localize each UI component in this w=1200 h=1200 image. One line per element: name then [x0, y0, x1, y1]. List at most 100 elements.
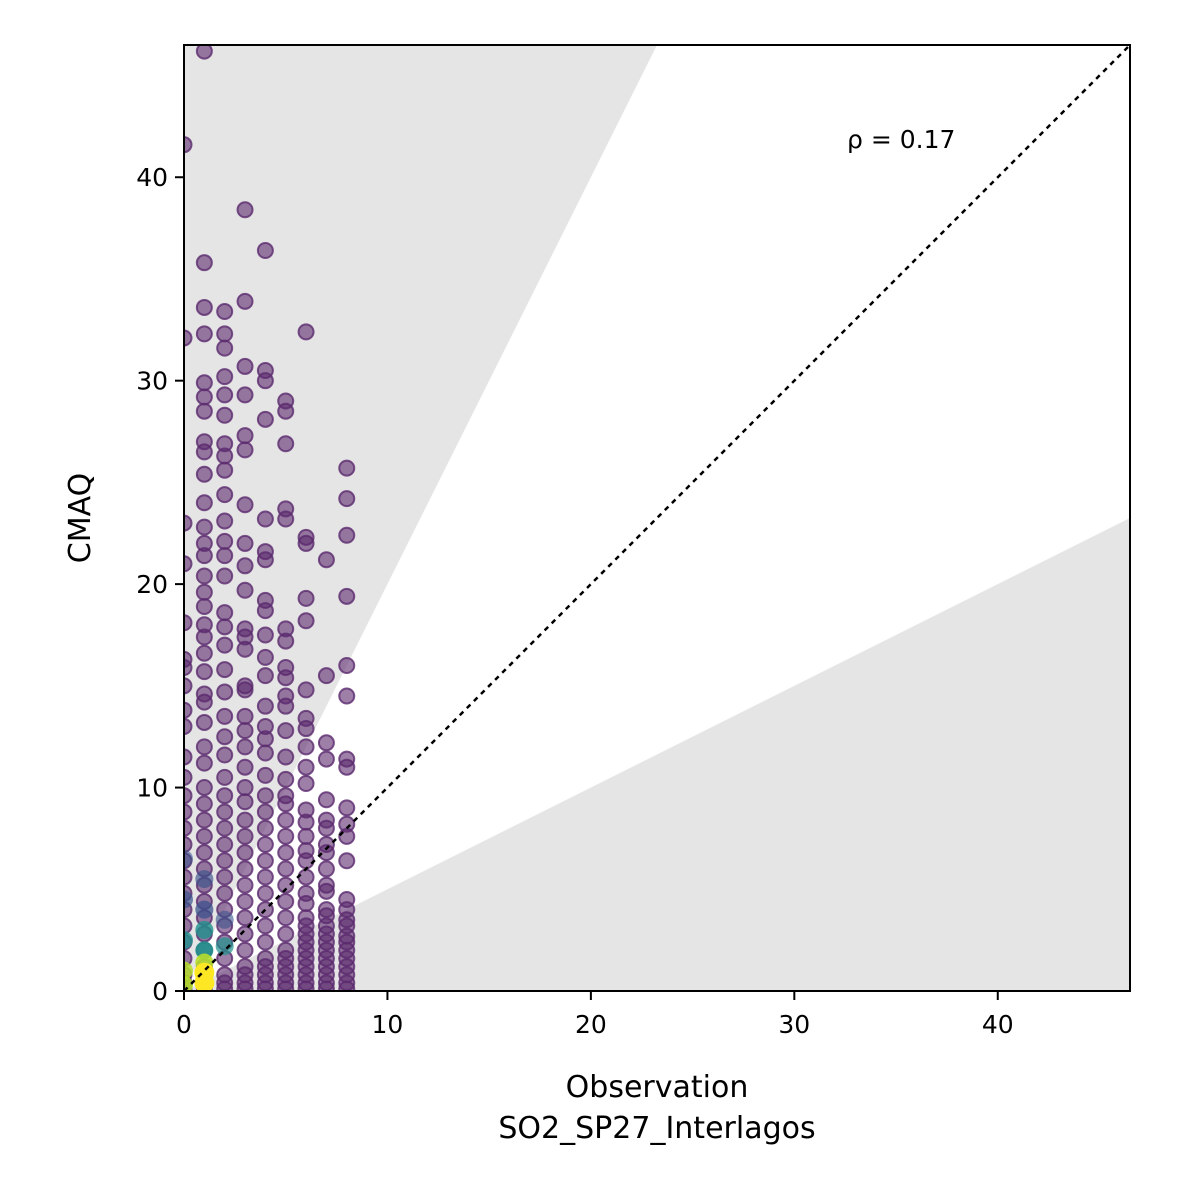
one-to-one-line: [184, 45, 1130, 991]
scatter-point: [195, 388, 213, 406]
scatter-point: [256, 697, 274, 715]
x-tick-label: 10: [372, 1010, 404, 1039]
scatter-point: [195, 494, 213, 512]
density-point: [184, 961, 193, 980]
scatter-point: [184, 917, 193, 935]
scatter-point: [184, 136, 193, 154]
density-point: [195, 870, 214, 889]
density-point: [184, 931, 193, 950]
shade-upper: [184, 45, 657, 991]
scatter-point: [236, 534, 254, 552]
scatter-point: [216, 618, 234, 636]
scatter-point: [236, 779, 254, 797]
scatter-point: [195, 583, 213, 601]
scatter-point: [195, 628, 213, 646]
scatter-point: [216, 803, 234, 821]
scatter-point: [277, 876, 295, 894]
scatter-point: [256, 917, 274, 935]
scatter-point: [256, 410, 274, 428]
scatter-point: [338, 587, 356, 605]
scatter-point: [184, 768, 193, 786]
scatter-point: [256, 667, 274, 685]
scatter-point: [236, 876, 254, 894]
scatter-point: [297, 681, 315, 699]
scatter-point: [236, 909, 254, 927]
scatter-point: [184, 329, 193, 347]
density-point: [184, 849, 193, 868]
plot-frame: [183, 44, 1131, 992]
scatter-point: [236, 707, 254, 725]
scatter-point: [216, 386, 234, 404]
scatter-point: [236, 441, 254, 459]
scatter-point: [297, 612, 315, 630]
scatter-point: [338, 687, 356, 705]
scatter-point: [216, 868, 234, 886]
scatter-point: [184, 614, 193, 632]
scatter-point: [216, 406, 234, 424]
scatter-point: [216, 604, 234, 622]
scatter-point: [297, 868, 315, 886]
scatter-point: [277, 925, 295, 943]
scatter-point: [195, 374, 213, 392]
scatter-point: [216, 768, 234, 786]
scatter-point: [195, 547, 213, 565]
scatter-point: [277, 827, 295, 845]
scatter-point: [236, 357, 254, 375]
scatter-point: [277, 860, 295, 878]
y-tick-label: 40: [136, 163, 168, 192]
scatter-point: [195, 713, 213, 731]
scatter-point: [236, 292, 254, 310]
scatter-point: [216, 661, 234, 679]
scatter-point: [195, 465, 213, 483]
density-point: [215, 910, 234, 929]
scatter-point: [256, 626, 274, 644]
scatter-point: [195, 567, 213, 585]
x-axis: 0 10 20 30 40: [176, 991, 1014, 1039]
scatter-point: [277, 435, 295, 453]
scatter-point: [297, 323, 315, 341]
scatter-point: [338, 852, 356, 870]
scatter-point: [256, 766, 274, 784]
scatter-point: [256, 980, 274, 991]
scatter-point: [297, 738, 315, 756]
scatter-point: [236, 681, 254, 699]
scatter-point: [236, 738, 254, 756]
scatter-point: [184, 803, 193, 821]
scatter-point: [236, 722, 254, 740]
scatter-point: [236, 980, 254, 991]
scatter-point: [297, 720, 315, 738]
scatter-point: [338, 459, 356, 477]
scatter-point: [297, 980, 315, 991]
scatter-point: [277, 402, 295, 420]
scatter-point: [216, 339, 234, 357]
scatter-point: [317, 819, 335, 837]
scatter-point: [216, 980, 234, 991]
scatter-point: [277, 980, 295, 991]
y-axis: 0 10 20 30 40: [136, 163, 184, 1006]
scatter-point: [256, 933, 274, 951]
scatter-point: [277, 795, 295, 813]
scatter-point: [195, 325, 213, 343]
scatter-point: [236, 557, 254, 575]
scatter-point: [236, 201, 254, 219]
scatter-point: [317, 980, 335, 991]
scatter-point: [256, 648, 274, 666]
scatter-point: [297, 827, 315, 845]
y-tick-label: 30: [136, 367, 168, 396]
x-tick-label: 0: [176, 1010, 192, 1039]
density-point: [194, 972, 215, 991]
scatter-point: [184, 555, 193, 573]
scatter-point: [216, 512, 234, 530]
scatter-point: [216, 707, 234, 725]
scatter-point: [216, 532, 234, 550]
scatter-point: [236, 758, 254, 776]
density-point: [184, 890, 193, 909]
scatter-point: [216, 852, 234, 870]
scatter-point: [195, 443, 213, 461]
scatter-point: [338, 490, 356, 508]
scatter-point: [236, 793, 254, 811]
scatter-point: [184, 787, 193, 805]
scatter-point: [195, 827, 213, 845]
scatter-point: [317, 860, 335, 878]
scatter-point: [195, 254, 213, 272]
